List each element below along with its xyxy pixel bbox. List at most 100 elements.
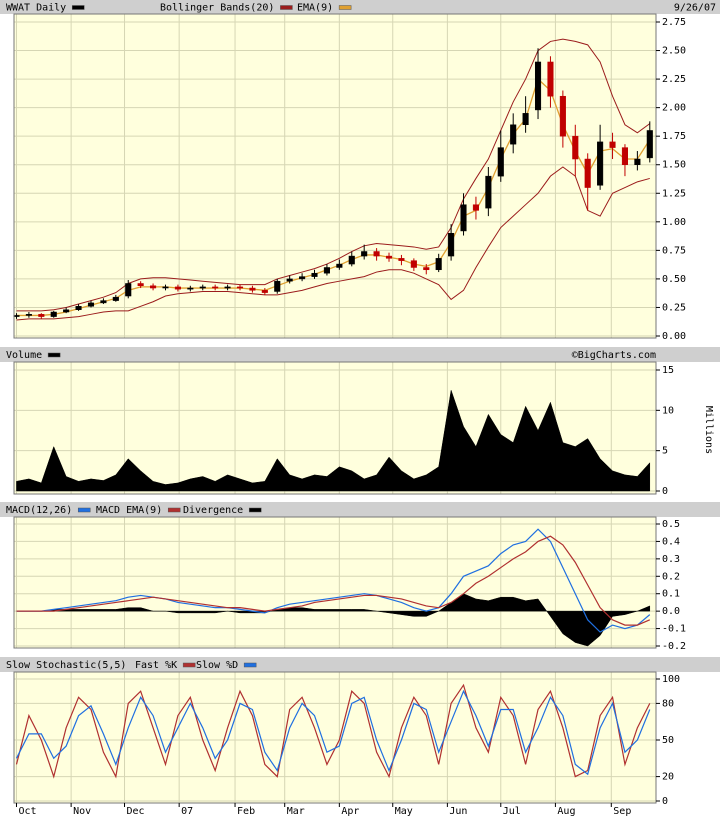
candle-body	[112, 296, 119, 301]
plot-area	[14, 672, 656, 803]
legend-label: Bollinger Bands(20)	[160, 3, 274, 14]
panel-title: Slow Stochastic(5,5)	[6, 660, 126, 671]
x-tick-label: May	[395, 806, 413, 817]
y-tick-label: 0.75	[662, 245, 686, 256]
ema-line	[16, 77, 651, 317]
candle-body	[373, 251, 380, 257]
source-label: ©BigCharts.com	[572, 350, 656, 361]
x-tick-label: 07	[181, 806, 193, 817]
x-tick-label: Oct	[18, 806, 36, 817]
legend-label: EMA(9)	[297, 3, 333, 14]
candle-body	[13, 315, 20, 317]
series-line	[15, 689, 651, 776]
candle-body	[150, 285, 157, 289]
y-tick-label: 15	[662, 365, 674, 376]
legend-swatch	[182, 662, 196, 668]
candle-body	[609, 141, 616, 148]
y-tick-label: 5	[662, 446, 668, 457]
plot-frame	[13, 516, 657, 649]
legend-label: MACD(12,26)	[6, 505, 72, 516]
plot-frame	[13, 361, 657, 495]
candle-body	[38, 314, 45, 317]
plot-frame	[13, 13, 657, 339]
legend-swatch	[338, 5, 352, 10]
legend-swatch	[280, 5, 293, 10]
chart-title: WWAT Daily	[6, 3, 66, 14]
candle-body	[361, 251, 368, 257]
plot-frame	[13, 671, 657, 804]
y-tick-label: 1.75	[662, 131, 686, 142]
y-tick-label: 2.00	[662, 103, 686, 114]
x-tick-label: Sep	[613, 806, 631, 817]
y-tick-label: 1.50	[662, 160, 686, 171]
candle-body	[448, 232, 455, 257]
y-tick-label: 0.25	[662, 302, 686, 313]
x-tick-label: Jun	[449, 806, 467, 817]
y-tick-label: 0.3	[662, 554, 680, 565]
candle-body	[75, 306, 82, 310]
labels: WWAT Daily Bollinger Bands(20) EMA(9) 9/26/…	[6, 3, 716, 818]
candle-body	[249, 287, 256, 291]
x-tick-label: Apr	[341, 806, 359, 817]
y-tick-label: -0.2	[662, 641, 686, 652]
band-line	[16, 38, 651, 312]
candle-body	[410, 260, 417, 268]
legend-label: Slow %D	[196, 660, 238, 671]
candle-body	[336, 263, 343, 268]
legend-swatch	[248, 507, 262, 513]
y-tick-label: 20	[662, 772, 674, 783]
y-tick-label: 50	[662, 735, 674, 746]
candle-body	[621, 147, 628, 165]
candle-body	[286, 278, 293, 282]
candle-body	[199, 286, 206, 289]
candle-body	[534, 61, 542, 111]
divergence-area	[16, 593, 651, 647]
candle-body	[87, 302, 95, 307]
candle-body	[485, 175, 492, 209]
candle-body	[212, 286, 219, 289]
candle-body	[559, 95, 566, 137]
candle-body	[348, 255, 355, 265]
candle-body	[137, 283, 144, 287]
y-tick-label: 0	[662, 796, 668, 807]
y-tick-label: 1.00	[662, 217, 686, 228]
y-axis-label: Millions	[703, 406, 714, 454]
series-line	[15, 683, 651, 779]
x-tick-label: Feb	[237, 806, 255, 817]
y-tick-label: 0.1	[662, 589, 680, 600]
y-tick-label: 2.75	[662, 17, 686, 28]
x-tick-label: Aug	[557, 806, 575, 817]
candle-body	[236, 286, 244, 289]
candle-body	[398, 258, 405, 261]
chart-date: 9/26/07	[674, 3, 716, 14]
band-line	[16, 166, 650, 321]
legend-swatch	[47, 352, 61, 358]
header-bar	[0, 657, 720, 672]
candle-body	[162, 286, 169, 289]
candle-body	[510, 124, 517, 145]
x-tick-label: Nov	[73, 806, 91, 817]
candle-body	[547, 61, 554, 97]
volume-area	[16, 390, 651, 492]
candle-body	[323, 267, 330, 274]
x-tick-label: Dec	[127, 806, 145, 817]
legend-swatch	[243, 662, 257, 668]
candle-body	[584, 158, 591, 188]
x-tick-label: Mar	[287, 806, 305, 817]
header-bar	[0, 502, 720, 517]
candle-body	[274, 280, 281, 292]
candle-body	[646, 130, 653, 159]
candle-body	[435, 258, 442, 271]
y-tick-label: 10	[662, 405, 674, 416]
candle-body	[63, 309, 70, 313]
legend-swatch	[71, 5, 85, 10]
candle-body	[460, 204, 467, 232]
candle-body	[597, 141, 604, 186]
candle-body	[174, 286, 181, 290]
y-tick-label: 80	[662, 698, 674, 709]
x-tick-label: Jul	[503, 806, 521, 817]
legend-swatch	[77, 507, 91, 513]
y-tick-label: 1.25	[662, 188, 686, 199]
